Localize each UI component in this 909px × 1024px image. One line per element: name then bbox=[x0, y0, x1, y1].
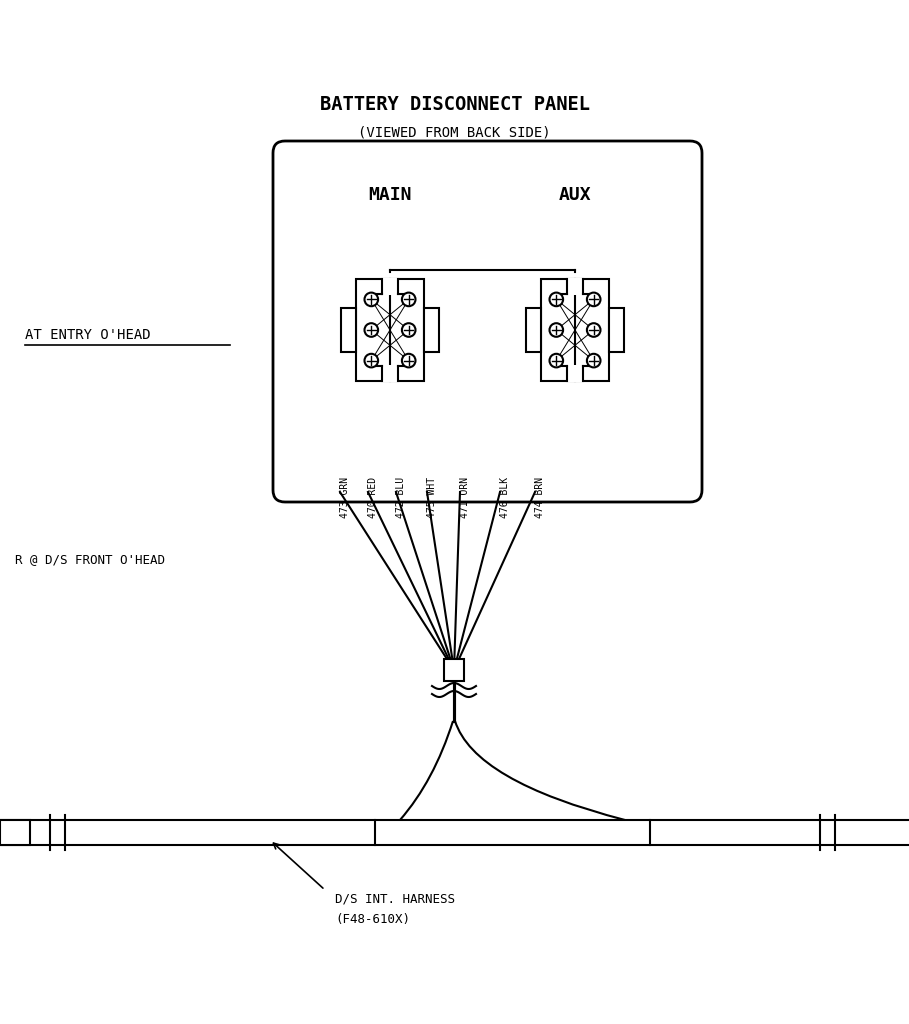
Text: BATTERY DISCONNECT PANEL: BATTERY DISCONNECT PANEL bbox=[319, 95, 590, 115]
Text: 471 ORN: 471 ORN bbox=[460, 476, 470, 517]
Bar bbox=[383, 365, 397, 382]
Bar bbox=[541, 279, 609, 381]
Bar bbox=[0, 820, 30, 845]
Circle shape bbox=[550, 324, 563, 337]
Circle shape bbox=[365, 354, 378, 368]
Bar bbox=[383, 278, 397, 295]
Bar bbox=[567, 278, 583, 295]
Bar bbox=[424, 308, 439, 352]
Bar bbox=[609, 308, 624, 352]
Text: D/S INT. HARNESS: D/S INT. HARNESS bbox=[335, 893, 455, 906]
Text: AUX: AUX bbox=[559, 186, 592, 204]
Circle shape bbox=[587, 293, 601, 306]
Text: 475 WHT: 475 WHT bbox=[427, 476, 437, 517]
Bar bbox=[356, 279, 424, 381]
FancyBboxPatch shape bbox=[273, 141, 702, 502]
Bar bbox=[444, 659, 464, 681]
Bar bbox=[525, 308, 541, 352]
Circle shape bbox=[402, 324, 415, 337]
Text: 470 RED: 470 RED bbox=[368, 476, 378, 517]
Circle shape bbox=[550, 354, 563, 368]
Text: 472 BLU: 472 BLU bbox=[396, 476, 406, 517]
Bar bbox=[341, 308, 356, 352]
Circle shape bbox=[365, 293, 378, 306]
Text: MAIN: MAIN bbox=[368, 186, 412, 204]
Text: (VIEWED FROM BACK SIDE): (VIEWED FROM BACK SIDE) bbox=[358, 125, 551, 139]
Text: (F48-610X): (F48-610X) bbox=[335, 913, 410, 926]
Text: 474 BRN: 474 BRN bbox=[535, 476, 545, 517]
Text: AT ENTRY O'HEAD: AT ENTRY O'HEAD bbox=[25, 328, 151, 342]
Circle shape bbox=[587, 354, 601, 368]
Text: R @ D/S FRONT O'HEAD: R @ D/S FRONT O'HEAD bbox=[15, 554, 165, 566]
Circle shape bbox=[402, 293, 415, 306]
Circle shape bbox=[550, 293, 563, 306]
Text: 473 GRN: 473 GRN bbox=[340, 476, 350, 517]
Circle shape bbox=[587, 324, 601, 337]
Circle shape bbox=[365, 324, 378, 337]
Circle shape bbox=[402, 354, 415, 368]
Bar bbox=[567, 365, 583, 382]
Text: 476 BLK: 476 BLK bbox=[500, 476, 510, 517]
